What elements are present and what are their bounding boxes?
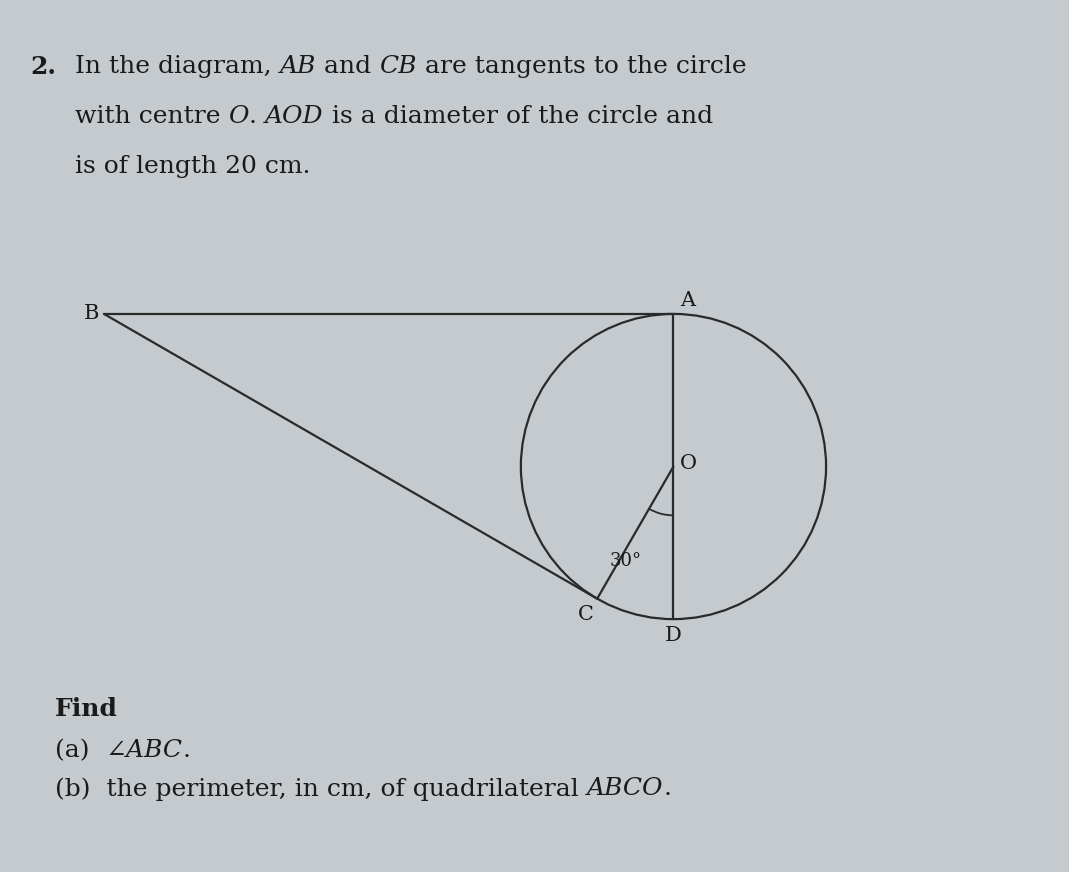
Text: .: . — [663, 777, 671, 800]
Text: D: D — [665, 625, 682, 644]
Text: ABCO: ABCO — [587, 777, 663, 800]
Text: (b)  the perimeter, in cm, of quadrilateral: (b) the perimeter, in cm, of quadrilater… — [55, 777, 587, 800]
Text: AOD: AOD — [265, 105, 324, 128]
Text: (a): (a) — [55, 739, 106, 762]
Text: and: and — [316, 55, 379, 78]
Text: O: O — [229, 105, 249, 128]
Text: Find: Find — [55, 697, 118, 721]
Text: In the diagram,: In the diagram, — [75, 55, 280, 78]
Text: A: A — [680, 291, 695, 310]
Text: O: O — [680, 454, 697, 473]
Text: AB: AB — [280, 55, 316, 78]
Text: is a diameter of the circle and: is a diameter of the circle and — [324, 105, 713, 128]
Text: C: C — [577, 605, 593, 624]
Text: is of length 20 cm.: is of length 20 cm. — [75, 155, 310, 178]
Text: .: . — [183, 739, 190, 762]
Text: 2.: 2. — [30, 55, 56, 79]
Text: with centre: with centre — [75, 105, 229, 128]
Text: are tangents to the circle: are tangents to the circle — [417, 55, 746, 78]
Text: B: B — [83, 304, 98, 324]
Text: ∠ABC: ∠ABC — [106, 739, 183, 762]
Text: 30°: 30° — [609, 552, 641, 570]
Text: .: . — [249, 105, 265, 128]
Text: CB: CB — [379, 55, 417, 78]
